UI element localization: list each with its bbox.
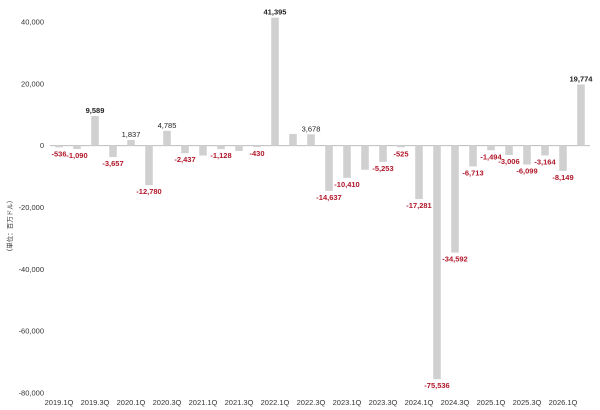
x-tick-label: 2022.1Q — [261, 398, 290, 407]
data-label-2019.2Q: -1,090 — [66, 151, 87, 160]
data-label-2025.3Q: -6,099 — [516, 167, 537, 176]
bar-2023.4Q — [397, 145, 405, 148]
bars — [55, 17, 585, 380]
bar-2019.2Q — [73, 145, 81, 150]
data-label-2022.3Q: 3,678 — [302, 124, 321, 133]
x-tick-label: 2023.1Q — [333, 398, 362, 407]
data-label-2023.4Q: -525 — [393, 149, 408, 158]
data-label-2026.1Q: -8,149 — [552, 173, 573, 182]
y-axis-label: （単位：百万ドル） — [5, 197, 14, 256]
data-label-2025.2Q: -3,006 — [498, 157, 519, 166]
bar-2021.3Q — [235, 145, 243, 151]
x-tick-label: 2022.3Q — [297, 398, 326, 407]
bar-2019.4Q — [109, 145, 117, 157]
bar-2023.1Q — [343, 145, 351, 178]
data-labels: -536 -1,090 9,589 -3,657 1,837 -12,780 4,785 -2… — [51, 8, 593, 391]
bar-2024.4Q — [469, 145, 477, 167]
data-label-2019.3Q: 9,589 — [86, 106, 105, 115]
x-tick-label: 2023.3Q — [369, 398, 398, 407]
bar-2020.4Q — [181, 145, 189, 154]
bar-2020.2Q — [145, 145, 153, 186]
data-label-2024.1Q: -17,281 — [406, 201, 431, 210]
data-label-2021.4Q: -430 — [249, 149, 264, 158]
bar-2024.2Q — [433, 145, 441, 380]
bar-2020.1Q — [127, 139, 135, 146]
y-tick-label: 40,000 — [21, 18, 44, 27]
y-axis: 40,000 20,000 0 -20,000 -40,000 -60,000 -80,00… — [19, 18, 590, 398]
bar-2021.2Q — [217, 145, 225, 150]
data-label-2021.2Q: -1,128 — [210, 151, 231, 160]
bar-2025.3Q — [523, 145, 531, 165]
data-label-2024.4Q: -6,713 — [462, 168, 483, 177]
y-tick-label: 20,000 — [21, 79, 44, 88]
bar-2026.2Q — [577, 84, 585, 146]
bar-2021.4Q — [253, 145, 261, 147]
x-tick-label: 2024.1Q — [405, 398, 434, 407]
x-tick-label: 2019.3Q — [81, 398, 110, 407]
x-tick-label: 2020.1Q — [117, 398, 146, 407]
bar-2024.3Q — [451, 145, 459, 253]
bar-2019.3Q — [91, 116, 99, 146]
data-label-2020.1Q: 1,837 — [122, 130, 141, 139]
x-tick-label: 2025.3Q — [513, 398, 542, 407]
bar-2022.2Q — [289, 133, 297, 146]
bar-2025.2Q — [505, 145, 513, 155]
bar-2025.4Q — [541, 145, 549, 156]
bar-2026.1Q — [559, 145, 567, 171]
data-label-2025.1Q: -1,494 — [480, 152, 502, 161]
data-label-2020.3Q: 4,785 — [158, 121, 177, 130]
data-label-2026.2Q: 19,774 — [570, 75, 594, 84]
data-label-2019.4Q: -3,657 — [102, 159, 123, 168]
bar-2024.1Q — [415, 145, 423, 200]
data-label-2020.4Q: -2,437 — [174, 155, 195, 164]
x-tick-label: 2026.1Q — [549, 398, 578, 407]
bar-2022.4Q — [325, 145, 333, 191]
x-tick-label: 2020.3Q — [153, 398, 182, 407]
bar-2019.1Q — [55, 145, 63, 148]
data-label-2023.3Q: -5,253 — [372, 164, 393, 173]
x-tick-label: 2025.1Q — [477, 398, 506, 407]
data-label-2022.4Q: -14,637 — [316, 193, 341, 202]
data-label-2024.2Q: -75,536 — [424, 381, 449, 390]
data-label-2024.3Q: -34,592 — [442, 255, 467, 264]
data-label-2019.1Q: -536 — [51, 149, 66, 158]
x-tick-label: 2019.1Q — [45, 398, 74, 407]
bar-2025.1Q — [487, 145, 495, 151]
y-tick-label: -80,000 — [19, 389, 44, 398]
bar-2023.2Q — [361, 145, 369, 170]
x-tick-label: 2021.1Q — [189, 398, 218, 407]
y-tick-label: -40,000 — [19, 265, 44, 274]
x-axis: 2019.1Q 2019.3Q 2020.1Q 2020.3Q 2021.1Q 2021.… — [45, 398, 578, 407]
bar-2021.1Q — [199, 145, 207, 156]
y-tick-label: -60,000 — [19, 327, 44, 336]
x-tick-label: 2021.3Q — [225, 398, 254, 407]
bar-2020.3Q — [163, 130, 171, 146]
x-tick-label: 2024.3Q — [441, 398, 470, 407]
bar-2022.3Q — [307, 134, 315, 146]
bar-2022.1Q — [271, 17, 279, 146]
data-label-2022.1Q: 41,395 — [264, 8, 287, 17]
data-label-2020.2Q: -12,780 — [136, 187, 161, 196]
y-tick-label: 0 — [40, 141, 44, 150]
data-label-2025.4Q: -3,164 — [534, 157, 556, 166]
y-tick-label: -20,000 — [19, 203, 44, 212]
bar-2023.3Q — [379, 145, 387, 162]
data-label-2023.1Q: -10,410 — [334, 180, 359, 189]
